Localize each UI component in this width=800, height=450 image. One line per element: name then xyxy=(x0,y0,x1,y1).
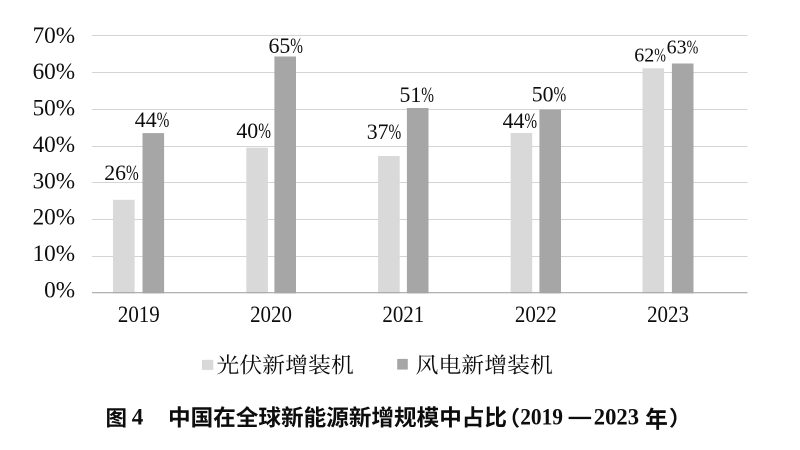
svg-text:50: 50 xyxy=(532,83,554,107)
svg-text:51: 51 xyxy=(400,83,422,107)
svg-text:44: 44 xyxy=(135,108,157,132)
svg-text:%: % xyxy=(157,109,170,133)
svg-text:60%: 60% xyxy=(33,59,76,85)
svg-text:%: % xyxy=(654,44,666,66)
svg-text:%: % xyxy=(554,83,567,107)
svg-text:2019: 2019 xyxy=(520,404,563,430)
svg-text:2022: 2022 xyxy=(515,302,557,328)
svg-text:2021: 2021 xyxy=(382,302,424,328)
svg-text:63: 63 xyxy=(667,37,687,59)
svg-text:%: % xyxy=(258,120,271,144)
svg-text:2023: 2023 xyxy=(594,404,639,430)
svg-text:%: % xyxy=(389,121,402,145)
svg-text:%: % xyxy=(687,36,699,58)
svg-text:%: % xyxy=(126,161,139,185)
svg-text:4: 4 xyxy=(132,404,144,429)
svg-text:%: % xyxy=(524,109,537,133)
svg-text:2023: 2023 xyxy=(647,302,689,328)
svg-text:44: 44 xyxy=(503,109,525,133)
svg-text:40%: 40% xyxy=(33,132,76,158)
svg-text:%: % xyxy=(421,83,434,107)
svg-text:30%: 30% xyxy=(33,168,76,194)
svg-text:37: 37 xyxy=(367,120,389,144)
svg-text:2020: 2020 xyxy=(250,302,292,328)
svg-text:2019: 2019 xyxy=(118,302,160,328)
svg-text:26: 26 xyxy=(104,161,126,185)
svg-text:50%: 50% xyxy=(33,96,76,122)
svg-text:62: 62 xyxy=(634,44,654,66)
svg-text:10%: 10% xyxy=(33,241,76,267)
svg-text:40: 40 xyxy=(236,119,258,143)
svg-text:70%: 70% xyxy=(33,23,76,49)
svg-text:%: % xyxy=(290,34,303,58)
svg-text:65: 65 xyxy=(269,34,291,58)
svg-text:0%: 0% xyxy=(44,278,75,304)
svg-text:20%: 20% xyxy=(33,205,76,231)
